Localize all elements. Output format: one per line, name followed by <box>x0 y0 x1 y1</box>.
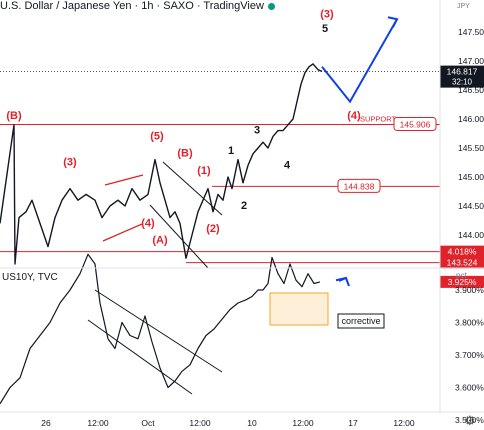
y-tick-label: 145.500 <box>458 143 484 153</box>
wave-label: (5) <box>150 130 164 142</box>
channel-line <box>162 161 223 216</box>
indicator-header[interactable]: US10Y, TVC <box>2 272 58 283</box>
x-tick-label: 12:00 <box>87 418 109 428</box>
wave-label: (3) <box>63 156 77 168</box>
yield-current-tag <box>440 275 484 288</box>
bar-countdown: 32:10 <box>452 78 473 87</box>
drawing-lines <box>87 161 385 395</box>
projection-arrowhead <box>387 16 399 28</box>
y-tick-label: 3.500% <box>455 415 484 425</box>
x-tick-label: 12:00 <box>292 418 314 428</box>
y-tick-label: 144.500 <box>458 201 484 211</box>
level-price-tag <box>393 116 437 131</box>
x-tick-label: 12:00 <box>189 418 211 428</box>
x-tick-label: Oct <box>141 418 155 428</box>
y-tick-label: 146.000 <box>458 114 484 124</box>
y-tick-label: 3.700% <box>455 350 484 360</box>
trendline <box>102 223 143 242</box>
symbol-header[interactable]: U.S. Dollar / Japanese Yen · 1h · SAXO ·… <box>0 0 275 12</box>
channel-line <box>149 204 209 269</box>
y-tick-label: 146.500 <box>458 85 484 95</box>
indicator-title: US10Y, TVC <box>2 272 58 283</box>
wave-label: (1) <box>197 165 211 177</box>
level-price-label: 144.838 <box>344 181 375 191</box>
annotation-box <box>337 313 385 329</box>
support-label: SUPPORT <box>360 114 397 123</box>
wave-label: (A) <box>152 235 168 247</box>
channel-line <box>94 289 223 373</box>
wave-label: 3 <box>254 125 260 137</box>
level-price-tag <box>337 178 381 193</box>
wave-label: 5 <box>322 23 328 35</box>
yield-current-label: 3.925% <box>448 277 477 287</box>
x-tick-label: 12:00 <box>393 418 415 428</box>
market-status-dot <box>267 2 275 10</box>
symbol-title: U.S. Dollar / Japanese Yen · 1h · SAXO ·… <box>0 0 264 12</box>
level-price-label: 145.906 <box>400 119 431 129</box>
y-tick-label: 147.500 <box>458 27 484 37</box>
gear-icon[interactable]: ⚙ <box>464 413 476 428</box>
y-tick-label: 144.000 <box>458 230 484 240</box>
x-tick-label: 10 <box>247 418 257 428</box>
wave-label: 2 <box>241 200 247 212</box>
current-price-tag <box>440 65 484 88</box>
level-price-tag <box>440 256 484 269</box>
usdjpy-price-line <box>0 63 323 265</box>
wave-label: (B) <box>177 148 193 160</box>
wave-label: 4 <box>284 159 291 171</box>
pct-axis-label: pct <box>456 271 467 280</box>
wave-label: (B) <box>6 110 22 122</box>
yield-projection-arrowhead <box>338 276 350 287</box>
wave-label: (3) <box>320 9 334 21</box>
current-price-label: 146.817 <box>447 67 478 77</box>
corrective-box <box>269 292 329 326</box>
wave-label: (2) <box>206 223 220 235</box>
x-tick-label: 17 <box>348 418 358 428</box>
us10y-yield-line <box>0 253 321 405</box>
y-tick-label: 3.800% <box>455 318 484 328</box>
price-series <box>0 16 399 405</box>
y-tick-label: 145.000 <box>458 172 484 182</box>
currency-axis-label: JPY <box>457 3 470 10</box>
wave-projection-line <box>321 18 398 104</box>
y-tick-label: 3.900% <box>455 285 484 295</box>
corrective-label: corrective <box>341 316 380 326</box>
wave-label: 1 <box>228 145 234 157</box>
trendline <box>104 174 144 186</box>
yield-level-tag <box>440 245 484 258</box>
level-price-label: 143.524 <box>447 258 478 268</box>
yield-level-label: 4.018% <box>448 247 477 257</box>
x-tick-label: 26 <box>41 418 51 428</box>
wave-labels: corrective (B) (3) (4) (5) (A) (B) (1) (2) 1 2 3 4 (3… <box>6 9 380 327</box>
wave-label: (4) <box>141 217 155 229</box>
wave-label: (4) <box>347 110 361 122</box>
y-tick-label: 3.600% <box>455 383 484 393</box>
y-tick-label: 147.000 <box>458 56 484 66</box>
